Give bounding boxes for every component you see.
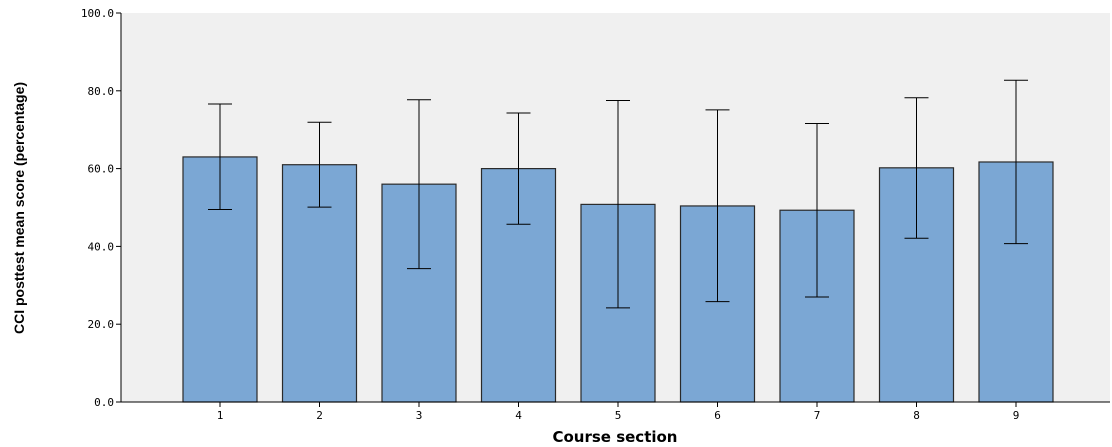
x-axis-title: Course section <box>552 428 677 446</box>
y-axis-title: CCI posttest mean score (percentage) <box>11 82 27 334</box>
y-tick-label: 60.0 <box>88 163 115 176</box>
x-tick-label: 3 <box>416 409 423 422</box>
y-tick-label: 40.0 <box>88 240 115 253</box>
y-tick-label: 20.0 <box>88 318 115 331</box>
y-tick-label: 80.0 <box>88 85 115 98</box>
y-tick-label: 0.0 <box>94 396 114 409</box>
x-tick-label: 5 <box>615 409 622 422</box>
x-tick-label: 1 <box>217 409 224 422</box>
y-tick-label: 100.0 <box>81 7 114 20</box>
y-ticks-layer: 0.0 20.0 40.0 60.0 80.0 100.0 <box>81 7 121 409</box>
x-tick-label: 7 <box>814 409 821 422</box>
x-tick-label: 2 <box>316 409 323 422</box>
x-tick-label: 6 <box>714 409 721 422</box>
x-tick-label: 9 <box>1013 409 1020 422</box>
error-bars-layer <box>208 79 1028 309</box>
x-tick-label: 4 <box>515 409 522 422</box>
x-ticks-layer: 1 2 3 4 5 6 7 8 9 <box>217 402 1020 422</box>
x-tick-label: 8 <box>913 409 920 422</box>
